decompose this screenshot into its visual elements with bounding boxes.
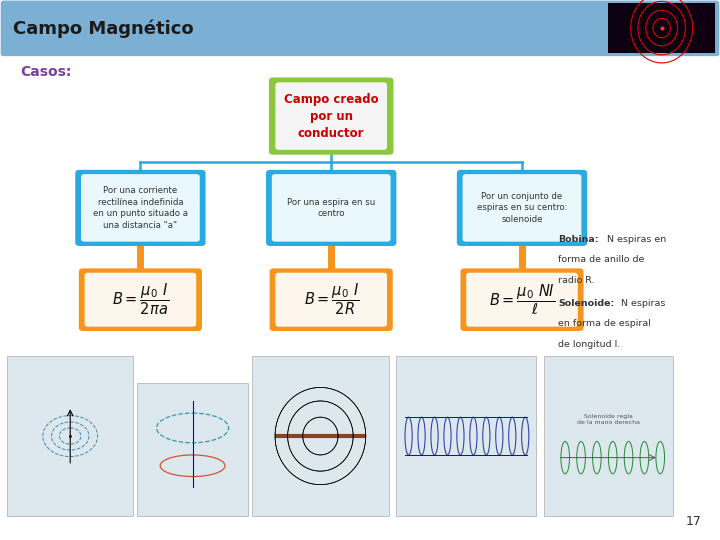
Text: Por un conjunto de
espiras en su centro:
solenoide: Por un conjunto de espiras en su centro:…: [477, 192, 567, 224]
FancyBboxPatch shape: [269, 268, 393, 331]
Text: $B=\dfrac{\mu_0\ NI}{\ell}$: $B=\dfrac{\mu_0\ NI}{\ell}$: [489, 282, 555, 317]
FancyBboxPatch shape: [85, 273, 196, 327]
Text: radio R.: radio R.: [558, 276, 595, 285]
FancyBboxPatch shape: [75, 170, 206, 246]
Text: forma de anillo de: forma de anillo de: [558, 255, 644, 265]
FancyBboxPatch shape: [396, 356, 536, 516]
Text: Campo Magnético: Campo Magnético: [13, 19, 194, 38]
FancyBboxPatch shape: [467, 273, 577, 327]
Text: Bobina:: Bobina:: [558, 235, 598, 244]
Text: N espiras: N espiras: [621, 299, 666, 308]
FancyBboxPatch shape: [461, 268, 583, 331]
FancyBboxPatch shape: [456, 170, 588, 246]
FancyBboxPatch shape: [462, 174, 582, 241]
FancyBboxPatch shape: [275, 82, 387, 150]
FancyBboxPatch shape: [544, 356, 673, 516]
Text: Por una espira en su
centro: Por una espira en su centro: [287, 198, 375, 218]
Text: en forma de espiral: en forma de espiral: [558, 319, 651, 328]
Text: Solenoide:: Solenoide:: [558, 299, 614, 308]
FancyBboxPatch shape: [275, 273, 387, 327]
Text: N espiras en: N espiras en: [607, 235, 666, 244]
Text: Casos:: Casos:: [20, 65, 71, 79]
Text: $B=\dfrac{\mu_0\ I}{2R}$: $B=\dfrac{\mu_0\ I}{2R}$: [304, 282, 359, 318]
FancyBboxPatch shape: [266, 170, 396, 246]
FancyBboxPatch shape: [252, 356, 389, 516]
Text: Por una corriente
rectilínea indefinida
en un punto situado a
una distancia "a": Por una corriente rectilínea indefinida …: [93, 186, 188, 230]
FancyBboxPatch shape: [79, 268, 202, 331]
FancyBboxPatch shape: [608, 3, 715, 53]
FancyBboxPatch shape: [269, 77, 394, 154]
FancyBboxPatch shape: [1, 1, 719, 56]
Text: Campo creado
por un
conductor: Campo creado por un conductor: [284, 92, 379, 140]
Text: Solenoide regla
de la mano derecha: Solenoide regla de la mano derecha: [577, 414, 640, 426]
Text: 17: 17: [686, 515, 702, 528]
Text: $B=\dfrac{\mu_0\ I}{2\pi a}$: $B=\dfrac{\mu_0\ I}{2\pi a}$: [112, 282, 169, 318]
FancyBboxPatch shape: [137, 383, 248, 516]
FancyBboxPatch shape: [272, 174, 390, 241]
FancyBboxPatch shape: [81, 174, 200, 241]
FancyBboxPatch shape: [7, 356, 133, 516]
Text: de longitud l.: de longitud l.: [558, 340, 620, 349]
